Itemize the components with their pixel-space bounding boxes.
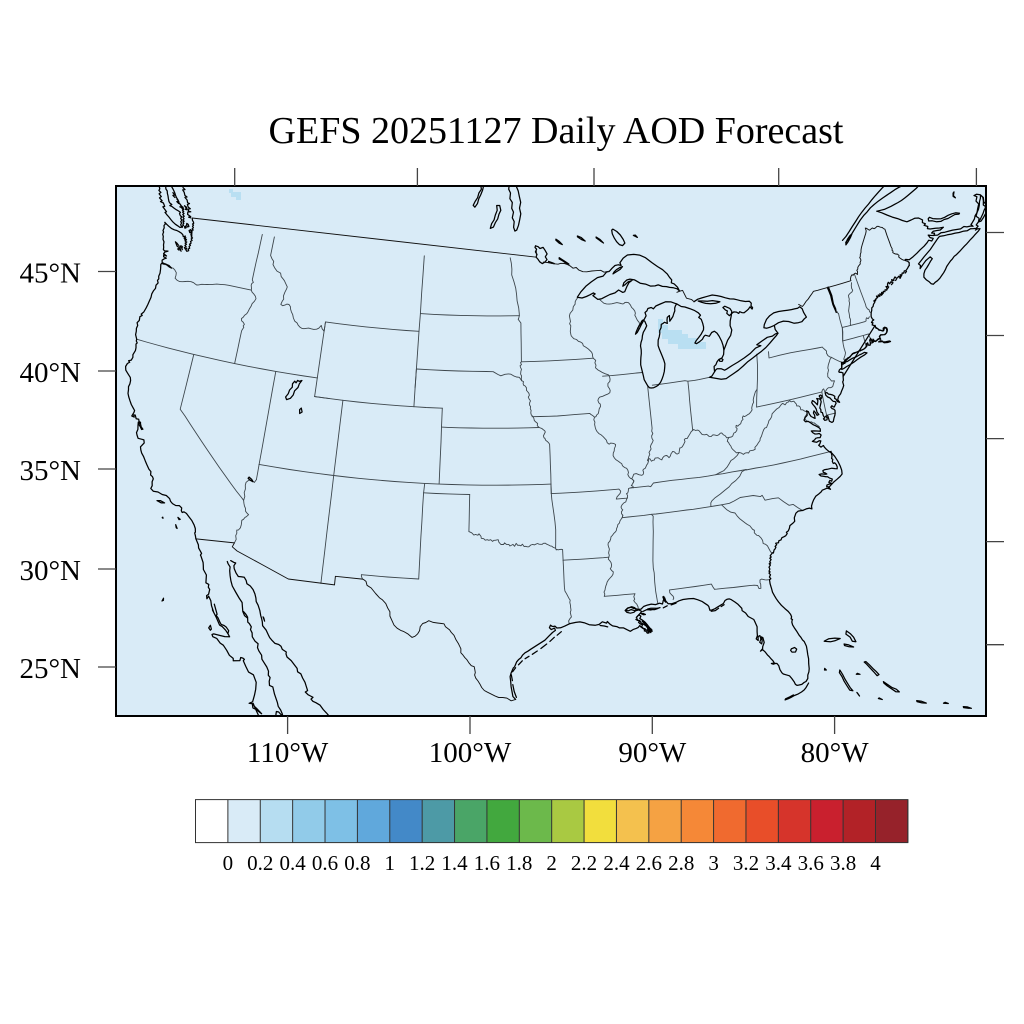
svg-text:4: 4: [870, 851, 881, 875]
svg-text:30°N: 30°N: [19, 555, 81, 587]
svg-text:1.4: 1.4: [441, 851, 468, 875]
svg-text:3.2: 3.2: [733, 851, 759, 875]
svg-text:35°N: 35°N: [19, 455, 81, 487]
svg-text:1: 1: [385, 851, 396, 875]
svg-text:1.8: 1.8: [506, 851, 532, 875]
svg-text:3.6: 3.6: [798, 851, 824, 875]
svg-text:2: 2: [546, 851, 557, 875]
svg-text:GEFS 20251127 Daily AOD Foreca: GEFS 20251127 Daily AOD Forecast: [269, 110, 844, 152]
svg-text:2.2: 2.2: [571, 851, 597, 875]
svg-text:2.8: 2.8: [668, 851, 694, 875]
svg-text:0.2: 0.2: [247, 851, 273, 875]
svg-text:1.6: 1.6: [474, 851, 500, 875]
svg-text:0.8: 0.8: [344, 851, 370, 875]
svg-text:110°W: 110°W: [247, 737, 329, 769]
svg-text:3: 3: [708, 851, 719, 875]
svg-text:2.4: 2.4: [603, 851, 630, 875]
svg-text:3.8: 3.8: [830, 851, 856, 875]
svg-text:40°N: 40°N: [19, 357, 81, 389]
svg-text:90°W: 90°W: [618, 737, 687, 769]
svg-text:0.6: 0.6: [312, 851, 338, 875]
svg-text:0: 0: [223, 851, 234, 875]
svg-text:100°W: 100°W: [429, 737, 512, 769]
svg-text:25°N: 25°N: [19, 653, 81, 685]
svg-text:3.4: 3.4: [765, 851, 792, 875]
svg-text:0.4: 0.4: [280, 851, 307, 875]
svg-text:80°W: 80°W: [801, 737, 870, 769]
svg-text:2.6: 2.6: [636, 851, 662, 875]
svg-text:1.2: 1.2: [409, 851, 435, 875]
svg-text:45°N: 45°N: [19, 258, 81, 290]
